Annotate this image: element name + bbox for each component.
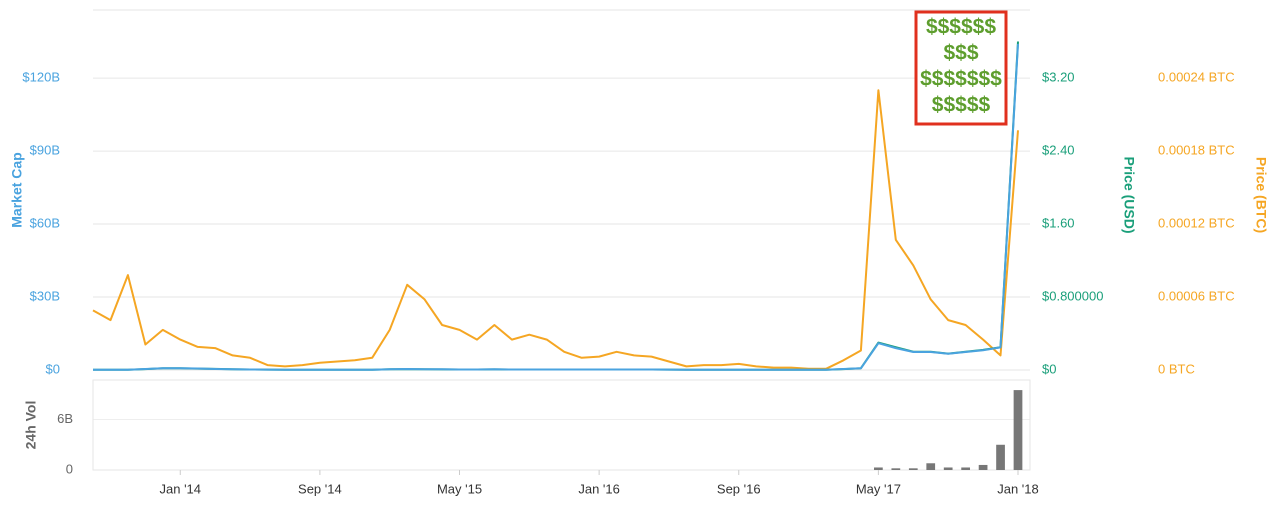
volume-bar xyxy=(961,467,971,470)
annotation: $$$ xyxy=(943,42,978,65)
series-line xyxy=(93,44,1019,371)
volume-bar xyxy=(943,467,953,470)
volume-bar xyxy=(996,444,1005,470)
y-tick-label: $90B xyxy=(30,143,60,158)
x-tick-label: Jan '16 xyxy=(578,481,620,496)
y2-tick-label: $2.40 xyxy=(1042,142,1075,157)
x-tick-label: Jan '18 xyxy=(997,481,1039,496)
volume-bar xyxy=(1013,390,1023,470)
y2-tick-label: $0 xyxy=(1042,361,1056,376)
y3-tick-label: 0.00012 BTC xyxy=(1158,215,1235,230)
y-tick-label: $30B xyxy=(30,288,60,303)
volume-axis-title: 24h Vol xyxy=(23,401,39,450)
y3-tick-label: 0.00018 BTC xyxy=(1158,142,1235,157)
x-tick-label: Sep '16 xyxy=(717,481,761,496)
volume-bar xyxy=(891,468,901,470)
y2-axis-title: Price (USD) xyxy=(1121,156,1137,233)
annotation: $$$$$$$ xyxy=(920,68,1002,91)
annotation-box xyxy=(914,10,1008,126)
y2-tick-label: $3.20 xyxy=(1042,69,1075,84)
y-tick-label: $0 xyxy=(46,361,60,376)
y-tick-label: 0 xyxy=(66,461,73,476)
y3-tick-label: 0.00006 BTC xyxy=(1158,288,1235,303)
y3-tick-label: 0 BTC xyxy=(1158,361,1195,376)
y-axis-title: Market Cap xyxy=(9,152,25,227)
volume-panel xyxy=(92,379,1031,471)
y3-tick-label: 0.00024 BTC xyxy=(1158,69,1235,84)
volume-bar xyxy=(926,463,936,470)
annotation: $$$$$$ xyxy=(926,16,996,39)
y3-axis-title: Price (BTC) xyxy=(1253,157,1269,233)
y-tick-label: $120B xyxy=(22,70,60,85)
x-tick-label: Jan '14 xyxy=(160,481,202,496)
y-tick-label: $60B xyxy=(30,215,60,230)
volume-bar xyxy=(908,468,918,470)
volume-bar xyxy=(874,467,883,470)
x-tick-label: May '17 xyxy=(856,481,901,496)
y2-tick-label: $0.800000 xyxy=(1042,288,1103,303)
series-line xyxy=(92,89,1019,370)
x-tick-label: Sep '14 xyxy=(298,481,342,496)
volume-bar xyxy=(978,464,988,470)
y2-tick-label: $1.60 xyxy=(1042,215,1075,230)
annotation: $$$$$ xyxy=(932,94,991,117)
x-tick-label: May '15 xyxy=(437,481,482,496)
y-tick-label: 6B xyxy=(57,411,73,426)
